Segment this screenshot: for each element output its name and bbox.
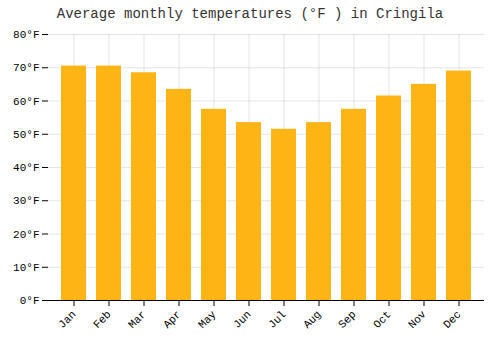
svg-text:Jun: Jun: [231, 308, 253, 330]
svg-text:0°F: 0°F: [20, 295, 40, 307]
svg-text:Oct: Oct: [371, 308, 393, 330]
html-text:Average monthly temperatures (: Average monthly temperatures (°F ) in Cr…: [56, 6, 444, 22]
svg-text:Jul: Jul: [266, 308, 288, 330]
svg-text:Sep: Sep: [336, 308, 358, 330]
svg-text:50°F: 50°F: [13, 129, 39, 141]
svg-text:Feb: Feb: [91, 308, 113, 330]
svg-text:80°F: 80°F: [13, 29, 39, 41]
svg-text:20°F: 20°F: [13, 229, 39, 241]
svg-text:May: May: [196, 308, 219, 331]
svg-text:60°F: 60°F: [13, 96, 39, 108]
svg-text:Apr: Apr: [161, 308, 183, 330]
svg-text:Jan: Jan: [56, 308, 78, 330]
svg-text:70°F: 70°F: [13, 62, 39, 74]
svg-text:Mar: Mar: [126, 308, 148, 330]
svg-text:Nov: Nov: [406, 308, 429, 331]
svg-text:30°F: 30°F: [13, 195, 39, 207]
svg-text:Dec: Dec: [441, 308, 463, 330]
svg-text:Aug: Aug: [301, 308, 323, 330]
svg-text:40°F: 40°F: [13, 162, 39, 174]
svg-text:10°F: 10°F: [13, 262, 39, 274]
